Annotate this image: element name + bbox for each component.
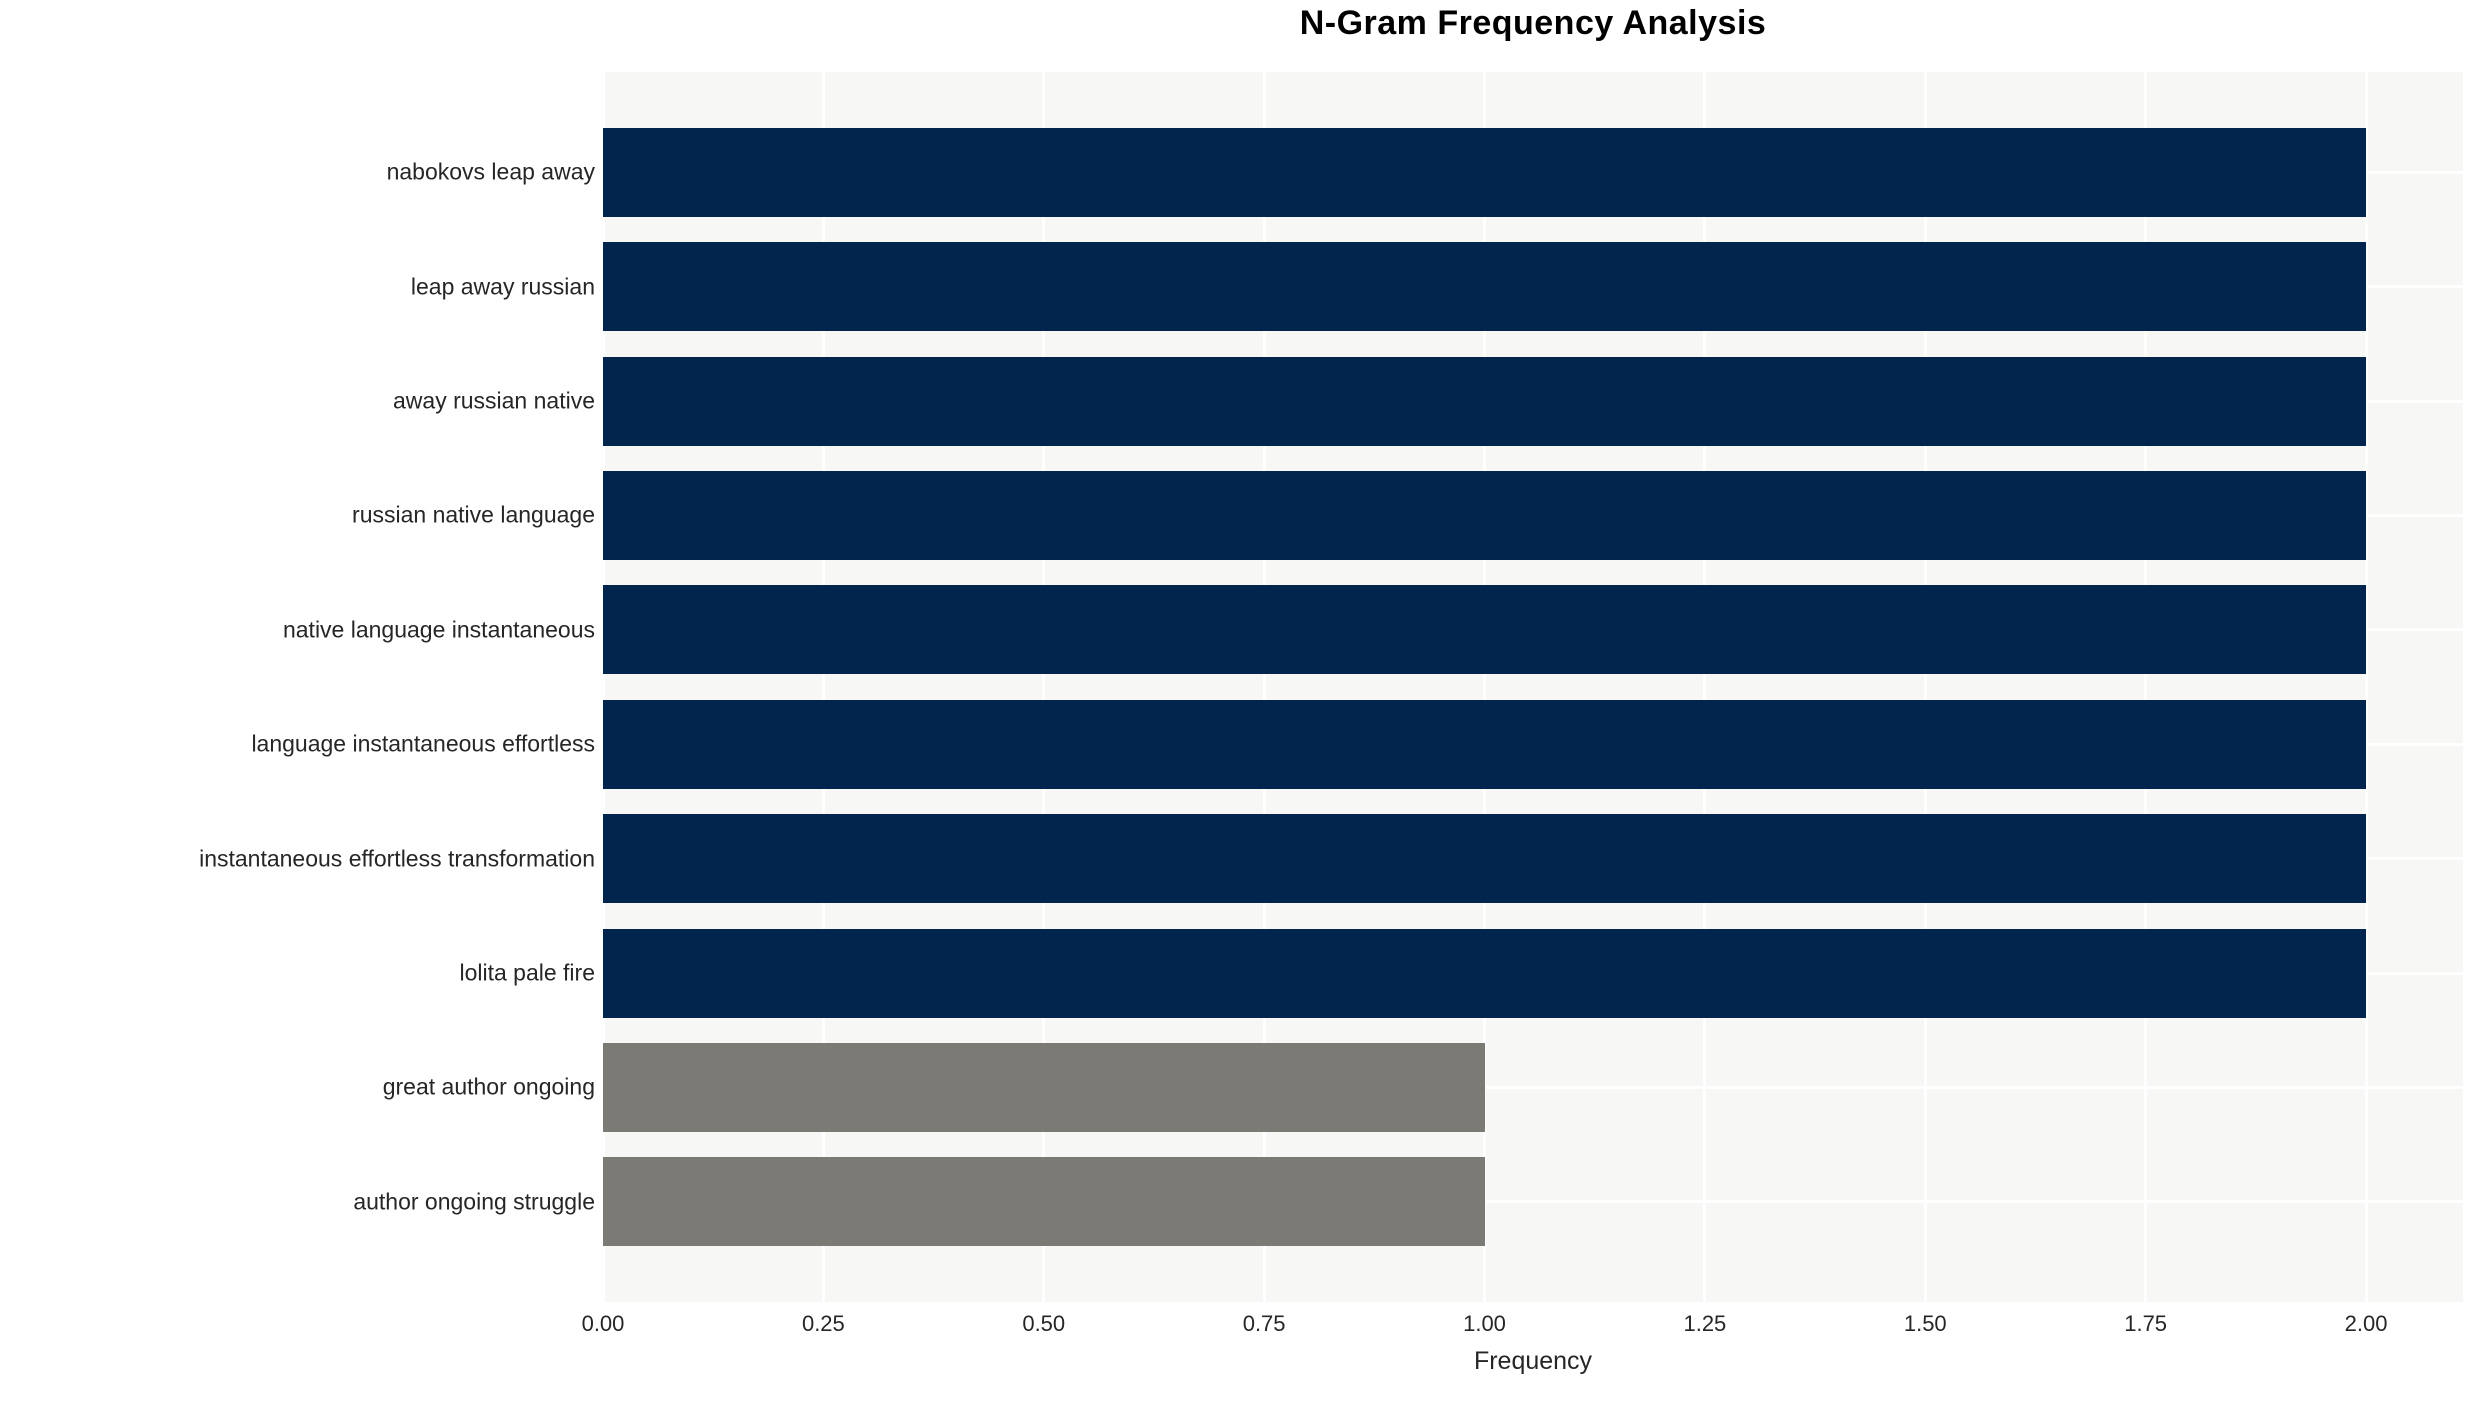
x-gridline [1923, 72, 1927, 1302]
bar-great-author-ongoing [603, 1042, 1485, 1132]
bar-nabokovs-leap-away [603, 127, 2367, 217]
bar-lolita-pale-fire [603, 928, 2367, 1018]
y-tick-label: russian native language [352, 501, 595, 528]
y-gridline [603, 1085, 2463, 1089]
x-tick-label: 0.75 [1242, 1311, 1286, 1336]
x-gridline [821, 72, 825, 1302]
y-tick-label: native language instantaneous [282, 616, 595, 643]
x-tick-label: 0.00 [581, 1311, 625, 1336]
plot-area [601, 72, 2463, 1302]
x-gridline [2144, 72, 2148, 1302]
x-gridline [1483, 72, 1487, 1302]
x-tick-label: 0.25 [801, 1311, 845, 1336]
y-tick-label: away russian native [393, 387, 595, 414]
bar-native-language-instantaneous [603, 585, 2367, 675]
x-tick-label: 0.50 [1022, 1311, 1066, 1336]
x-tick-label: 1.00 [1463, 1311, 1506, 1336]
x-tick-label: 1.50 [1903, 1311, 1947, 1336]
x-gridline [1262, 72, 1266, 1302]
bar-author-ongoing-struggle [603, 1157, 1485, 1247]
y-tick-label: lolita pale fire [459, 959, 595, 986]
x-gridline [1042, 72, 1046, 1302]
bar-leap-away-russian [603, 242, 2367, 332]
x-tick-label: 1.75 [2124, 1311, 2168, 1336]
y-tick-label: nabokovs leap away [386, 158, 595, 185]
x-gridline [601, 72, 605, 1302]
y-tick-label: leap away russian [410, 273, 595, 300]
y-tick-label: language instantaneous effortless [251, 730, 595, 757]
y-tick-label: great author ongoing [382, 1073, 595, 1100]
chart-title: N-Gram Frequency Analysis [1299, 4, 1767, 42]
y-gridline [603, 1200, 2463, 1204]
x-gridline [2364, 72, 2368, 1302]
x-tick-label: 2.00 [2344, 1311, 2388, 1336]
y-tick-label: author ongoing struggle [353, 1188, 595, 1215]
bar-russian-native-language [603, 470, 2367, 560]
y-axis-labels: nabokovs leap away leap away russian away … [0, 0, 595, 1402]
x-gridline [1703, 72, 1707, 1302]
bar-instantaneous-effortless-transformation [603, 814, 2367, 904]
x-axis-title: Frequency [1473, 1347, 1593, 1375]
y-tick-label: instantaneous effortless transformation [199, 845, 595, 872]
x-tick-label: 1.25 [1683, 1311, 1727, 1336]
bar-away-russian-native [603, 356, 2367, 446]
bar-language-instantaneous-effortless [603, 699, 2367, 789]
